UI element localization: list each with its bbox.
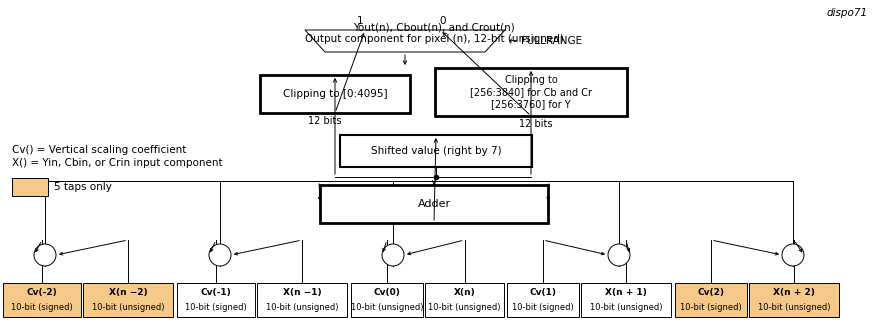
- Text: 10-bit (signed): 10-bit (signed): [512, 302, 574, 311]
- Text: X(n −1): X(n −1): [282, 289, 321, 298]
- Text: 10-bit (unsigned): 10-bit (unsigned): [758, 302, 831, 311]
- Text: 10-bit (unsigned): 10-bit (unsigned): [428, 302, 501, 311]
- Text: 12 bits: 12 bits: [308, 116, 342, 126]
- Text: ← FULLRANGE: ← FULLRANGE: [509, 36, 582, 46]
- Text: 10-bit (signed): 10-bit (signed): [11, 302, 73, 311]
- Text: 10-bit (unsigned): 10-bit (unsigned): [589, 302, 662, 311]
- Bar: [320, 185, 548, 223]
- Text: Cv() = Vertical scaling coefficient: Cv() = Vertical scaling coefficient: [12, 145, 187, 155]
- Text: 10-bit (unsigned): 10-bit (unsigned): [266, 302, 339, 311]
- Text: Cv(-1): Cv(-1): [201, 289, 232, 298]
- Circle shape: [382, 244, 404, 266]
- Circle shape: [782, 244, 804, 266]
- Bar: [340, 135, 532, 167]
- Text: dispo71: dispo71: [827, 8, 868, 18]
- Bar: [749, 283, 839, 317]
- Bar: [83, 283, 173, 317]
- Circle shape: [608, 244, 630, 266]
- Text: Adder: Adder: [417, 199, 451, 209]
- Bar: [507, 283, 579, 317]
- Text: Clipping to [0:4095]: Clipping to [0:4095]: [282, 89, 388, 99]
- Text: X(n + 2): X(n + 2): [773, 289, 815, 298]
- Text: 12 bits: 12 bits: [519, 119, 553, 129]
- Text: 10-bit (signed): 10-bit (signed): [185, 302, 246, 311]
- Text: Clipping to
[256:3840] for Cb and Cr
[256:3760] for Y: Clipping to [256:3840] for Cb and Cr [25…: [470, 75, 592, 109]
- Bar: [257, 283, 347, 317]
- Text: 0: 0: [439, 16, 446, 26]
- Text: Yout(n), Cbout(n), and Crout(n)
Output component for pixel (n), 12-bit (unsigned: Yout(n), Cbout(n), and Crout(n) Output c…: [304, 22, 563, 43]
- Bar: [425, 283, 504, 317]
- Text: 10-bit (unsigned): 10-bit (unsigned): [92, 302, 164, 311]
- Text: X(n): X(n): [453, 289, 475, 298]
- Bar: [3, 283, 81, 317]
- Bar: [351, 283, 423, 317]
- Text: Cv(-2): Cv(-2): [26, 289, 57, 298]
- Text: 5 taps only: 5 taps only: [54, 182, 112, 192]
- Text: X(n −2): X(n −2): [109, 289, 147, 298]
- Text: Shifted value (right by 7): Shifted value (right by 7): [371, 146, 502, 156]
- Text: X(n + 1): X(n + 1): [605, 289, 647, 298]
- Bar: [260, 75, 410, 113]
- Text: 10-bit (signed): 10-bit (signed): [681, 302, 742, 311]
- Bar: [435, 68, 627, 116]
- Bar: [581, 283, 671, 317]
- Text: Cv(2): Cv(2): [697, 289, 724, 298]
- Text: 10-bit (unsigned): 10-bit (unsigned): [351, 302, 424, 311]
- Text: Cv(1): Cv(1): [530, 289, 557, 298]
- Bar: [12, 178, 48, 196]
- Text: Cv(0): Cv(0): [374, 289, 401, 298]
- Bar: [177, 283, 255, 317]
- Polygon shape: [305, 30, 505, 52]
- Circle shape: [34, 244, 56, 266]
- Bar: [675, 283, 747, 317]
- Circle shape: [209, 244, 231, 266]
- Text: 1: 1: [357, 16, 363, 26]
- Text: X() = Yin, Cbin, or Crin input component: X() = Yin, Cbin, or Crin input component: [12, 158, 223, 168]
